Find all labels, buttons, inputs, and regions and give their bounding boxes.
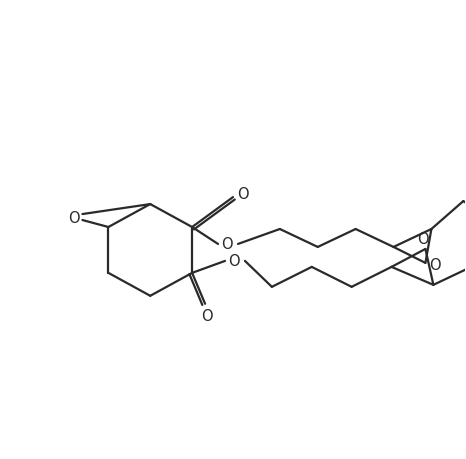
Text: O: O (228, 254, 240, 269)
Text: O: O (430, 258, 441, 273)
Text: O: O (221, 237, 233, 252)
Text: O: O (418, 232, 429, 247)
Text: O: O (237, 186, 249, 201)
Text: O: O (201, 308, 213, 324)
Text: O: O (68, 210, 79, 225)
